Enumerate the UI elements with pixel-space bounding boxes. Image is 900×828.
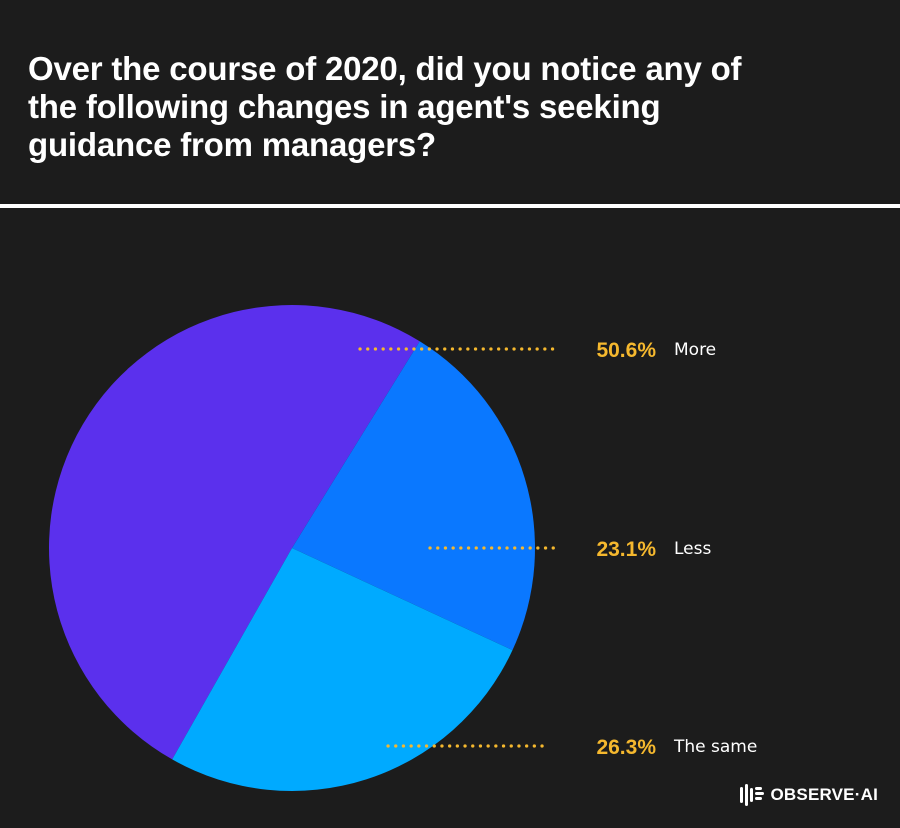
percent-label-the-same: 26.3% bbox=[596, 736, 656, 759]
pie-slice-more bbox=[49, 305, 420, 760]
category-label-more: More bbox=[674, 340, 716, 360]
chart-title: Over the course of 2020, did you notice … bbox=[28, 50, 742, 163]
category-label-the-same: The same bbox=[673, 737, 757, 757]
pie-slice-the-same bbox=[172, 548, 513, 791]
brand-logo: OBSERVE·AI bbox=[739, 784, 879, 806]
brand-name: OBSERVE·AI bbox=[770, 785, 878, 804]
percent-label-less: 23.1% bbox=[596, 538, 656, 561]
observe-ai-logo-icon bbox=[739, 784, 764, 806]
title-divider bbox=[0, 204, 900, 208]
percent-label-more: 50.6% bbox=[596, 339, 656, 362]
category-label-less: Less bbox=[674, 539, 711, 559]
pie-slice-less bbox=[292, 341, 535, 651]
